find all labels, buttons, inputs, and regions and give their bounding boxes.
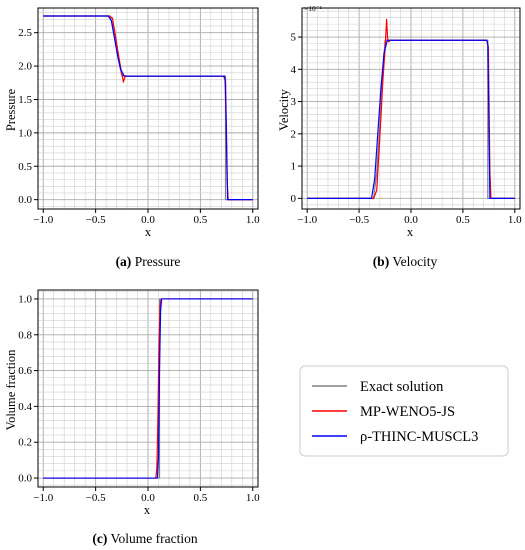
y-tick-label-velocity: 0 [291,193,297,205]
plot-velocity: −1.0 −0.5 0.0 0.5 1.0 0 1 2 3 4 5 [291,7,522,226]
x-tick-label-pressure: −1.0 [33,214,53,226]
y-tick-label-volume-fraction: 0.2 [18,437,32,449]
legend-label-weno: MP-WENO5-JS [360,404,455,420]
series-line-thinc-muscl3-volume-fraction [43,298,253,479]
caption-text-volume-fraction: Volume fraction [107,531,197,546]
legend-box [299,365,509,457]
y-tick-label-volume-fraction: 0.6 [18,365,32,377]
x-tick-label-volume-fraction: 0.0 [141,492,155,504]
panel-velocity: −1.0 −0.5 0.0 0.5 1.0 0 1 2 3 4 5 x Velocity ×10⁻¹… [277,4,522,269]
exponent-label-velocity: ×10⁻¹ [304,4,322,13]
panel-volume-fraction: −1.0 −0.5 0.0 0.5 1.0 0.0 0.2 0.4 0.6 0.8 1.0 x Vo… [4,289,260,546]
x-tick-label-volume-fraction: −0.5 [86,492,106,504]
xlabel-volume-fraction: x [144,503,151,517]
x-tick-label-velocity: 1.0 [508,214,522,226]
x-tick-label-pressure: 1.0 [246,214,260,226]
legend-label-exact: Exact solution [360,379,444,395]
ylabel-volume-fraction: Volume fraction [4,349,18,430]
xlabel-velocity: x [407,225,414,239]
x-tick-label-volume-fraction: 0.5 [194,492,208,504]
legend-label-thinc: ρ-THINC-MUSCL3 [360,429,478,445]
series-line-thinc-muscl3-pressure [43,15,253,201]
y-tick-label-velocity: 4 [291,64,297,76]
x-tick-label-pressure: −0.5 [86,214,106,226]
x-tick-label-velocity: −0.5 [349,214,369,226]
y-tick-label-volume-fraction: 0.8 [18,329,32,341]
x-tick-label-volume-fraction: 1.0 [246,492,260,504]
caption-velocity: (b) Velocity [373,254,438,269]
caption-text-pressure: Pressure [131,254,180,269]
plot-volume-fraction: −1.0 −0.5 0.0 0.5 1.0 0.0 0.2 0.4 0.6 0.8 1.0 [18,289,260,504]
ylabel-velocity: Velocity [277,88,291,130]
legend: Exact solution MP-WENO5-JS ρ-THINC-MUSCL… [299,365,509,457]
y-tick-label-velocity: 3 [291,96,297,108]
y-tick-label-pressure: 1.0 [18,127,32,139]
y-tick-label-volume-fraction: 0.4 [18,401,32,413]
caption-text-velocity: Velocity [389,254,437,269]
caption-pressure: (a) Pressure [116,254,181,269]
y-tick-label-pressure: 0.0 [18,194,32,206]
x-tick-label-volume-fraction: −1.0 [33,492,53,504]
y-tick-label-pressure: 2.0 [18,61,32,73]
series-group-pressure [43,15,253,201]
y-tick-label-velocity: 2 [291,128,297,140]
y-tick-label-velocity: 5 [291,32,297,44]
caption-tag-volume-fraction: (c) [92,531,107,546]
x-tick-label-velocity: 0.0 [404,214,418,226]
y-tick-label-volume-fraction: 1.0 [18,293,32,305]
caption-tag-pressure: (a) [116,254,132,269]
x-tick-label-velocity: 0.5 [456,214,470,226]
y-tick-label-pressure: 1.5 [18,94,32,106]
caption-volume-fraction: (c) Volume fraction [92,531,197,546]
y-tick-label-pressure: 0.5 [18,161,32,173]
y-tick-label-pressure: 2.5 [18,27,32,39]
series-line-thinc-muscl3-velocity [307,39,515,199]
plot-pressure: −1.0 −0.5 0.0 0.5 1.0 0.0 0.5 1.0 1.5 2.0 2.5 [18,7,260,226]
panel-pressure: −1.0 −0.5 0.0 0.5 1.0 0.0 0.5 1.0 1.5 2.0 2.5 x Pr… [4,7,260,269]
x-tick-label-velocity: −1.0 [297,214,317,226]
caption-tag-velocity: (b) [373,254,390,269]
y-tick-label-volume-fraction: 0.0 [18,473,32,485]
xlabel-pressure: x [145,225,152,239]
y-tick-label-velocity: 1 [291,161,297,173]
x-tick-label-pressure: 0.5 [194,214,208,226]
series-group-velocity [307,18,515,199]
x-tick-label-pressure: 0.0 [141,214,155,226]
ylabel-pressure: Pressure [4,88,18,131]
series-group-volume-fraction [43,298,253,479]
